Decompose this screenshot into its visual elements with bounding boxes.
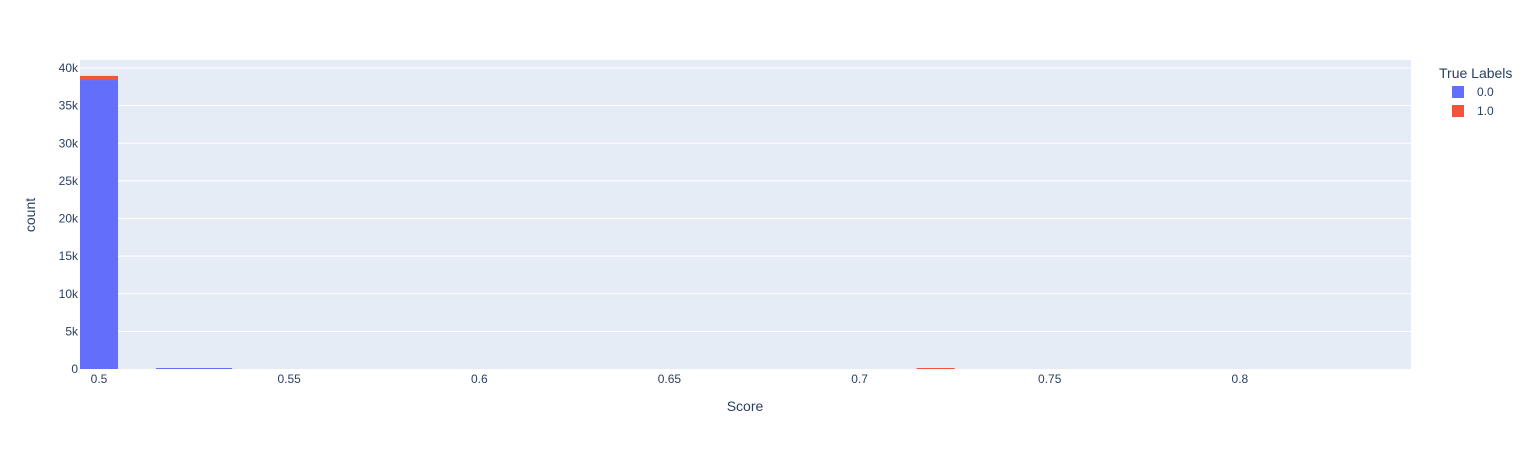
histogram-bar-0-0 [80, 80, 119, 369]
y-tick-label: 0 [71, 362, 78, 376]
x-axis-title: Score [727, 398, 764, 414]
x-tick-label: 0.55 [277, 372, 301, 386]
legend-title: True Labels [1439, 65, 1512, 81]
histogram-bar-1-0 [80, 75, 119, 81]
y-tick-label: 40k [59, 61, 79, 75]
y-tick-labels: 0 5k 10k 15k 20k 25k 30k 35k 40k [59, 61, 79, 376]
legend-swatch [1452, 105, 1464, 117]
x-tick-label: 0.5 [91, 372, 108, 386]
y-tick-label: 20k [59, 212, 79, 226]
legend-label: 0.0 [1477, 85, 1494, 99]
x-tick-label: 0.6 [471, 372, 488, 386]
histogram-bar-0-0 [194, 368, 233, 369]
histogram-bar-1-0 [916, 368, 955, 369]
y-tick-label: 15k [59, 249, 79, 263]
plot-area [80, 60, 1411, 369]
legend: True Labels 0.0 1.0 [1439, 65, 1512, 118]
x-tick-label: 0.75 [1038, 372, 1062, 386]
y-axis-title: count [22, 198, 38, 232]
y-tick-label: 30k [59, 136, 79, 150]
y-tick-label: 10k [59, 287, 79, 301]
legend-swatch [1452, 86, 1464, 98]
x-tick-label: 0.8 [1232, 372, 1249, 386]
y-tick-label: 35k [59, 99, 79, 113]
bars [80, 75, 955, 369]
histogram-bar-0-0 [156, 368, 195, 369]
x-tick-label: 0.7 [851, 372, 868, 386]
y-tick-label: 25k [59, 174, 79, 188]
y-tick-label: 5k [65, 324, 79, 338]
legend-label: 1.0 [1477, 104, 1494, 118]
gridlines [80, 67, 1411, 332]
x-tick-label: 0.65 [658, 372, 682, 386]
x-tick-labels: 0.5 0.55 0.6 0.65 0.7 0.75 0.8 [91, 372, 1249, 386]
